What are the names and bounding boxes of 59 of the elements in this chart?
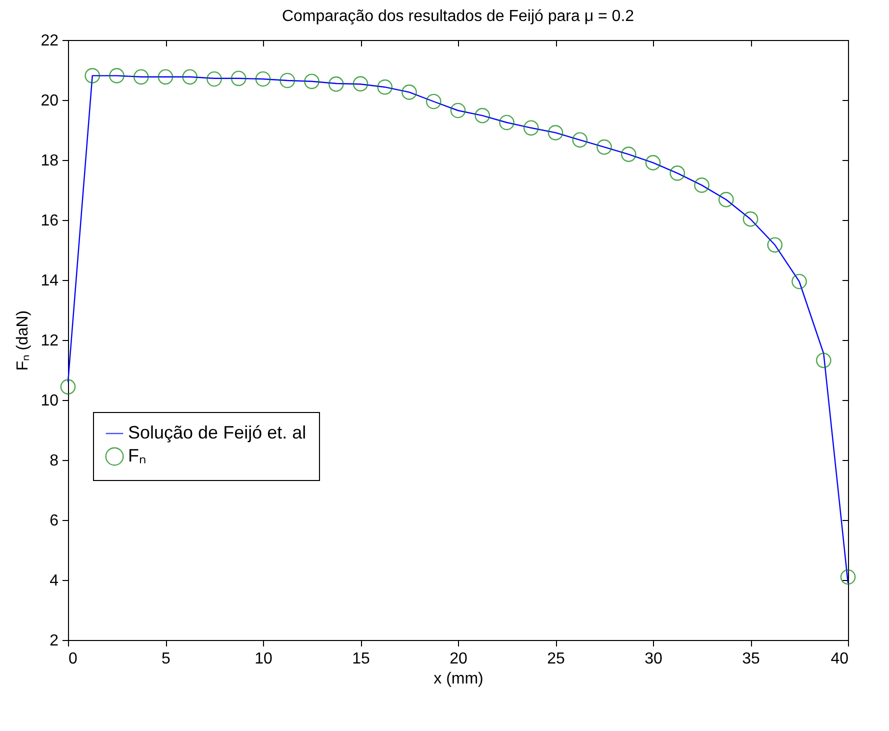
point (694, 178, 710, 193)
x-tick-label: 25 (547, 650, 565, 668)
x-tick-label: 30 (644, 650, 662, 668)
point (596, 139, 612, 155)
y-axis-title: Fₙ (daN) (14, 310, 32, 371)
point (548, 125, 564, 140)
point (816, 352, 832, 368)
point (328, 76, 344, 92)
point (60, 379, 76, 394)
y-tick-label: 6 (50, 512, 59, 530)
y-tick-label: 18 (40, 152, 59, 170)
legend-label: Solução de Feijó et. al (128, 422, 306, 442)
point (742, 211, 758, 227)
chart-title: Comparação dos resultados de Feijó para μ = 0.2 (282, 8, 634, 25)
y-tick-label: 4 (50, 572, 59, 590)
point (792, 274, 807, 290)
y-tick-label: 22 (40, 32, 59, 50)
x-tick-label: 35 (742, 650, 760, 668)
point (499, 114, 514, 130)
x-tick-label: 40 (830, 650, 849, 668)
y-tick-label: 14 (40, 272, 59, 290)
x-tick-label: 0 (68, 650, 78, 668)
point (767, 237, 783, 253)
point (840, 569, 856, 585)
x-tick-label: 5 (162, 650, 171, 668)
point (402, 84, 417, 100)
point (523, 120, 539, 136)
x-tick-label: 20 (450, 650, 468, 668)
point (255, 71, 271, 87)
point (645, 155, 661, 170)
x-tick-label: 10 (254, 650, 272, 668)
x-tick-label: 15 (352, 650, 370, 668)
y-tick-label: 8 (50, 452, 59, 470)
y-tick-label: 12 (40, 332, 59, 350)
point (572, 132, 588, 148)
point (450, 102, 466, 118)
point (352, 76, 368, 92)
point (718, 192, 734, 208)
point (182, 69, 198, 85)
point (84, 68, 100, 84)
point (304, 74, 320, 90)
point (109, 68, 124, 84)
x-axis-title: x (mm) (434, 670, 484, 688)
point (230, 70, 246, 86)
point (426, 94, 442, 110)
y-tick-label: 10 (40, 392, 59, 410)
point (474, 108, 490, 124)
line-series (67, 75, 849, 584)
point (158, 69, 174, 85)
y-tick-label: 20 (40, 92, 59, 110)
point (133, 69, 149, 85)
point (620, 146, 636, 162)
point (377, 79, 393, 95)
point (206, 71, 222, 87)
point (670, 166, 686, 181)
y-tick-label: 16 (40, 212, 59, 230)
point (280, 72, 296, 88)
legend-label: Fₙ (128, 446, 146, 466)
y-tick-label: 2 (50, 632, 59, 650)
